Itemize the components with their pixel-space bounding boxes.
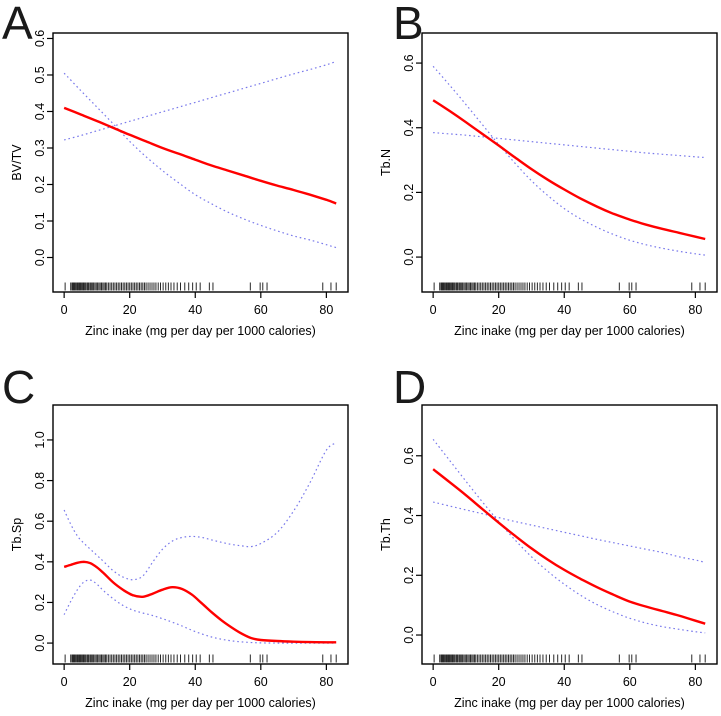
panel-label-a: A (2, 0, 33, 49)
x-tick-label: 60 (254, 303, 268, 317)
panel-c-lower-ci-curve (63, 579, 337, 644)
x-tick-label: 80 (319, 303, 333, 317)
panel-label-d: D (393, 361, 427, 413)
x-tick-label: 60 (623, 675, 637, 689)
panel-label-c: C (2, 361, 36, 413)
y-tick-label: 1.0 (33, 431, 47, 448)
y-tick-label: 0.4 (402, 507, 416, 524)
panel-a-lower-ci-curve (63, 72, 337, 249)
panel-a-y-axis-title: BV/TV (10, 144, 24, 181)
x-tick-label: 40 (557, 675, 571, 689)
x-tick-label: 40 (188, 675, 202, 689)
panel-a: 0 20 40 60 80 0.0 0.1 0.2 0.3 0.4 0.5 0.6 Zinc inake… (10, 30, 349, 338)
panel-label-b: B (393, 0, 424, 49)
y-tick-label: 0.2 (33, 176, 47, 193)
x-tick-label: 0 (61, 675, 68, 689)
y-tick-label: 0.4 (33, 103, 47, 120)
y-tick-label: 0.2 (402, 567, 416, 584)
y-tick-label: 0.6 (402, 447, 416, 464)
panel-a-plot-box (52, 32, 349, 293)
panel-a-upper-ci-curve (63, 60, 337, 141)
y-tick-label: 0.3 (33, 139, 47, 156)
y-tick-label: 0.0 (402, 626, 416, 643)
panel-b-plot-box (421, 32, 718, 293)
x-tick-label: 20 (123, 675, 137, 689)
panel-c: 0 20 40 60 80 0.0 0.2 0.4 0.6 0.8 1.0 Zinc inake (m… (10, 404, 349, 710)
y-tick-label: 0.6 (402, 54, 416, 71)
panel-d-y-axis-title: Tb.Th (379, 518, 393, 551)
panel-c-upper-ci-curve (63, 442, 337, 581)
panel-b-lower-ci-curve (432, 65, 706, 256)
y-tick-label: 0.2 (402, 184, 416, 201)
x-tick-label: 20 (492, 675, 506, 689)
y-tick-label: 0.0 (402, 248, 416, 265)
x-tick-label: 20 (123, 303, 137, 317)
x-tick-label: 0 (430, 675, 437, 689)
y-tick-label: 0.0 (33, 249, 47, 266)
panel-b-rug (433, 282, 706, 291)
y-tick-label: 0.0 (33, 634, 47, 651)
x-tick-label: 40 (557, 303, 571, 317)
x-tick-label: 0 (61, 303, 68, 317)
panel-a-x-axis-title: Zinc inake (mg per day per 1000 calories… (85, 324, 316, 338)
x-tick-label: 40 (188, 303, 202, 317)
panel-d-plot-box (421, 404, 718, 665)
y-tick-label: 0.1 (33, 212, 47, 229)
x-tick-label: 0 (430, 303, 437, 317)
y-tick-label: 0.6 (33, 512, 47, 529)
x-tick-label: 60 (623, 303, 637, 317)
panel-d-fitted-curve (432, 468, 706, 625)
y-tick-label: 0.5 (33, 66, 47, 83)
panel-b: 0 20 40 60 80 0.0 0.2 0.4 0.6 Zinc inake (mg per … (379, 32, 718, 338)
y-tick-label: 0.4 (402, 119, 416, 136)
x-tick-label: 80 (688, 303, 702, 317)
x-tick-label: 80 (688, 675, 702, 689)
panel-b-upper-ci-curve (433, 131, 706, 159)
panel-d-lower-ci-curve (432, 438, 706, 634)
y-tick-label: 0.6 (33, 30, 47, 47)
panel-d-upper-ci-curve (433, 501, 706, 563)
panel-c-plot-box (52, 404, 349, 665)
panel-a-rug (64, 282, 337, 291)
panel-c-rug (64, 654, 337, 663)
panel-b-fitted-curve (432, 99, 706, 241)
panel-b-y-axis-title: Tb.N (379, 149, 393, 176)
panel-d-x-axis-title: Zinc inake (mg per day per 1000 calories… (454, 696, 685, 710)
x-tick-label: 60 (254, 675, 268, 689)
y-tick-label: 0.8 (33, 472, 47, 489)
y-tick-label: 0.4 (33, 553, 47, 570)
panel-d-rug (433, 654, 706, 663)
panel-d: 0 20 40 60 80 0.0 0.2 0.4 0.6 Zinc inake (mg per … (379, 404, 718, 710)
x-tick-label: 80 (319, 675, 333, 689)
panel-b-x-axis-title: Zinc inake (mg per day per 1000 calories… (454, 324, 685, 338)
panel-c-x-axis-title: Zinc inake (mg per day per 1000 calories… (85, 696, 316, 710)
x-tick-label: 20 (492, 303, 506, 317)
panel-c-fitted-curve (63, 560, 337, 644)
panel-a-fitted-curve (63, 106, 337, 205)
panel-c-y-axis-title: Tb.Sp (10, 518, 24, 551)
y-tick-label: 0.2 (33, 594, 47, 611)
